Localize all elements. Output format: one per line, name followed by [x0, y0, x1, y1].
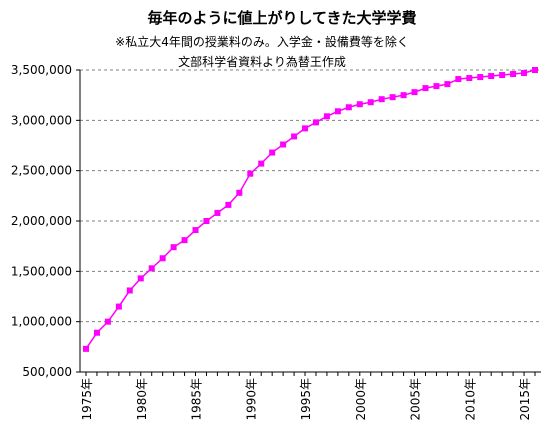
data-point	[148, 265, 155, 272]
data-point	[203, 218, 210, 224]
data-point	[422, 85, 429, 92]
data-point	[400, 92, 407, 99]
data-point	[312, 119, 319, 126]
data-point	[126, 287, 133, 294]
data-point	[93, 329, 100, 336]
x-axis: 1975年 1980年 1985年 1990年 1995年 2000年 2005年 2010年…	[80, 371, 541, 421]
data-point	[433, 83, 440, 90]
data-point	[236, 189, 243, 196]
data-point	[323, 113, 330, 120]
y-tick-label: 3,000,000	[11, 113, 72, 127]
chart-subtitle-source: 文部科学省資料より為替王作成	[178, 54, 346, 69]
y-tick-label: 2,500,000	[11, 164, 72, 178]
y-tick-label: 2,000,000	[11, 214, 72, 228]
data-point	[356, 101, 363, 108]
data-point	[477, 74, 484, 81]
x-tick-label: 1990年	[244, 378, 258, 421]
data-point	[170, 244, 177, 251]
data-point	[455, 76, 462, 83]
y-tick-label: 1,000,000	[11, 315, 72, 329]
x-tick-label: 2010年	[463, 378, 477, 421]
x-tick-label: 1980年	[135, 378, 149, 421]
data-point	[378, 96, 385, 103]
data-point	[192, 227, 199, 234]
x-tick-label: 2000年	[354, 378, 368, 421]
data-point	[159, 255, 166, 262]
y-tick-label: 1,500,000	[11, 264, 72, 278]
data-point	[269, 149, 276, 156]
data-point	[225, 201, 232, 208]
data-point	[444, 81, 451, 88]
data-point	[488, 73, 495, 80]
data-point	[367, 99, 374, 106]
data-point	[247, 170, 254, 177]
x-tick-label: 2005年	[409, 378, 423, 421]
x-tick-label: 1975年	[80, 378, 94, 421]
series-tuition	[83, 67, 538, 352]
data-point	[115, 303, 122, 310]
data-point	[280, 141, 287, 148]
x-tick-label: 2015年	[518, 378, 532, 421]
data-point	[302, 125, 309, 132]
data-point	[510, 71, 517, 78]
x-tick-label: 1995年	[299, 378, 313, 421]
data-point	[411, 89, 418, 96]
grid-lines	[80, 69, 541, 323]
y-tick-label: 3,500,000	[11, 63, 72, 77]
series-line	[85, 69, 536, 350]
data-point	[389, 94, 396, 101]
data-point	[345, 104, 352, 111]
chart-subtitle-note: ※私立大4年間の授業料のみ。入学金・設備費等を除く	[115, 34, 409, 49]
data-point	[137, 275, 144, 282]
data-point	[83, 345, 89, 352]
data-point	[181, 237, 188, 244]
data-point	[258, 160, 265, 167]
data-point	[291, 133, 298, 140]
y-axis: 3,500,000 3,000,000 2,500,000 2,000,000 1,50…	[11, 63, 81, 379]
y-tick-label: 500,000	[22, 365, 72, 379]
x-tick-label: 1985年	[190, 378, 204, 421]
data-point	[466, 75, 473, 82]
data-point	[214, 209, 221, 216]
data-point	[104, 318, 111, 325]
data-point	[499, 72, 506, 79]
chart-title: 毎年のように値上がりしてきた大学学費	[147, 9, 416, 27]
data-point	[334, 108, 341, 115]
data-point	[521, 70, 528, 77]
data-point	[532, 67, 538, 73]
